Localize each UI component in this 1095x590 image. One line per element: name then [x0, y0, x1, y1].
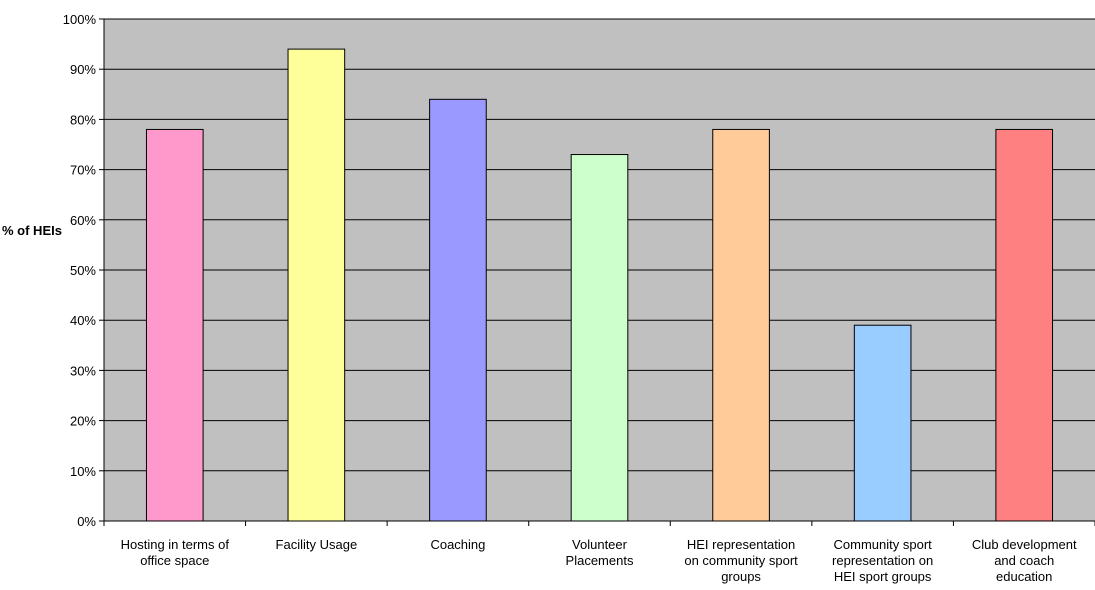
x-category-label-line: and coach: [994, 553, 1054, 568]
x-category-label-line: Facility Usage: [276, 537, 358, 552]
x-category-label-line: Coaching: [430, 537, 485, 552]
bar-7: [995, 128, 1054, 522]
x-category-label-line: HEI sport groups: [834, 569, 932, 584]
bar-4: [570, 154, 629, 522]
y-tick-label-10: 10%: [70, 464, 96, 479]
y-tick-label-40: 40%: [70, 313, 96, 328]
x-category-label-line: on community sport: [684, 553, 798, 568]
y-tick-label-60: 60%: [70, 213, 96, 228]
bar-3: [429, 98, 487, 522]
x-category-label-1: Hosting in terms of office space: [121, 537, 230, 568]
bar-5: [712, 128, 770, 522]
x-category-label-2: Facility Usage: [276, 537, 358, 552]
y-tick-label-70: 70%: [70, 163, 96, 178]
x-category-label-6: Community sport representation on HEI spor…: [832, 537, 933, 584]
x-category-label-line: HEI representation: [687, 537, 795, 552]
y-tick-label-30: 30%: [70, 363, 96, 378]
y-tick-labels: 0% 10% 20% 30% 40% 50% 60% 70% 80% 90% 100%: [63, 12, 97, 529]
x-category-label-line: groups: [721, 569, 761, 584]
x-category-label-4: Volunteer Placements: [566, 537, 634, 568]
x-category-label-line: office space: [140, 553, 209, 568]
x-category-label-3: Coaching: [430, 537, 485, 552]
x-category-label-7: Club development and coach education: [972, 537, 1077, 584]
y-tick-label-80: 80%: [70, 112, 96, 127]
x-category-label-line: Community sport: [834, 537, 933, 552]
y-tick-label-20: 20%: [70, 414, 96, 429]
x-category-labels: Hosting in terms of office space Facility …: [121, 537, 1077, 584]
x-category-label-line: education: [996, 569, 1052, 584]
y-tick-label-90: 90%: [70, 62, 96, 77]
y-tick-label-100: 100%: [63, 12, 97, 27]
y-tick-label-50: 50%: [70, 263, 96, 278]
x-category-label-line: Placements: [566, 553, 634, 568]
x-category-label-line: representation on: [832, 553, 933, 568]
x-category-label-line: Volunteer: [572, 537, 628, 552]
bar-1: [145, 128, 204, 522]
bars: [145, 48, 1054, 522]
x-category-label-5: HEI representation on community sport grou…: [684, 537, 798, 584]
axes: [99, 18, 1095, 526]
x-category-label-line: Hosting in terms of: [121, 537, 230, 552]
bar-6: [853, 324, 912, 522]
x-category-label-line: Club development: [972, 537, 1077, 552]
y-tick-label-0: 0%: [77, 514, 96, 529]
bar-2: [287, 48, 346, 522]
y-axis-label: % of HEIs: [2, 223, 62, 238]
